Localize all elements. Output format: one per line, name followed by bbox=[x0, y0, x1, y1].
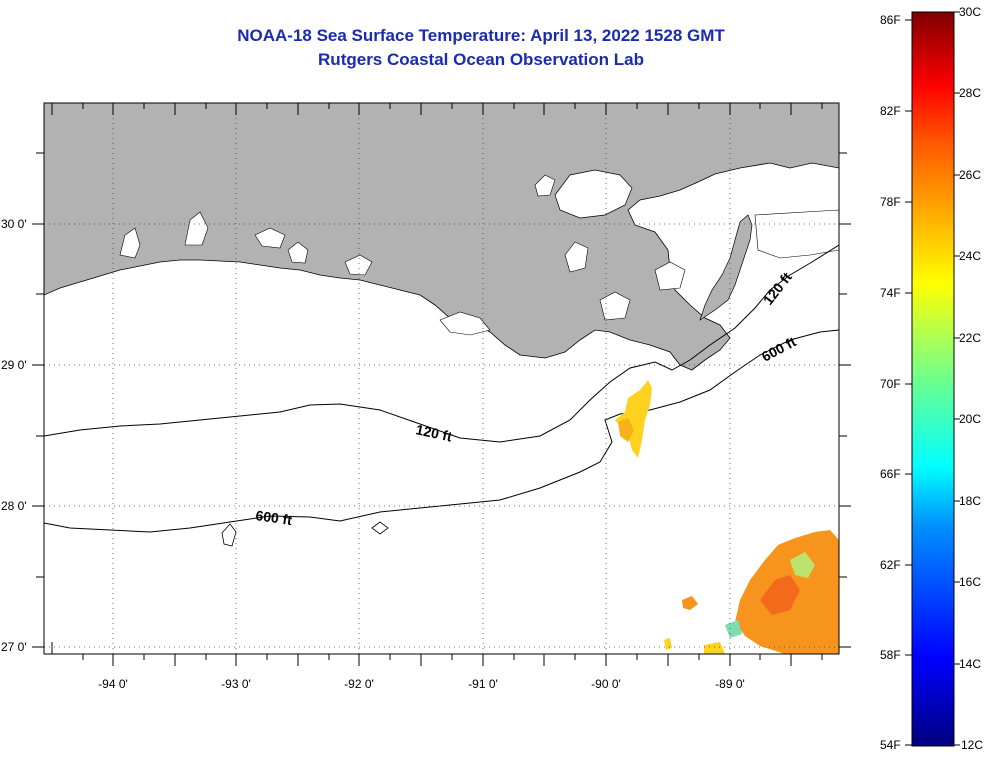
colorbar-c-label: 16C bbox=[959, 575, 981, 589]
lon-label: -94 0' bbox=[98, 677, 128, 691]
colorbar-c-label: 20C bbox=[959, 412, 981, 426]
lake-grand bbox=[287, 241, 309, 264]
colorbar-f-label: 58F bbox=[880, 648, 901, 662]
colorbar-c-label: 14C bbox=[959, 657, 981, 671]
colorbar-c-label: 26C bbox=[959, 168, 981, 182]
bay-terrebonne bbox=[439, 311, 491, 336]
lake-east bbox=[344, 254, 373, 276]
lake-small bbox=[534, 174, 556, 197]
lon-ticks bbox=[51, 103, 823, 666]
lon-label: -91 0' bbox=[468, 677, 498, 691]
colorbar-c-label: 24C bbox=[959, 249, 981, 263]
contour-label-600ft-west: 600 ft bbox=[255, 507, 294, 528]
map-subtitle: Rutgers Coastal Ocean Observation Lab bbox=[318, 50, 644, 69]
colorbar bbox=[911, 11, 955, 747]
colorbar-ticks bbox=[905, 11, 960, 746]
sst-patch-yellow bbox=[615, 380, 652, 458]
colorbar-c-label: 28C bbox=[959, 86, 981, 100]
sst-patch-yellow-2 bbox=[704, 642, 725, 654]
colorbar-f-label: 74F bbox=[880, 286, 901, 300]
colorbar-c-label: 18C bbox=[959, 494, 981, 508]
bay-barataria bbox=[599, 291, 631, 321]
contour-loop bbox=[221, 523, 237, 547]
contour-loop-small bbox=[371, 521, 389, 535]
lat-label: 30 0' bbox=[1, 217, 27, 231]
sst-patch-small bbox=[682, 596, 698, 610]
colorbar-f-label: 82F bbox=[880, 104, 901, 118]
lake-calcasieu bbox=[119, 227, 141, 259]
sst-patch-cool-2 bbox=[725, 620, 742, 638]
lat-label: 27 0' bbox=[1, 640, 27, 654]
bay-breton bbox=[654, 261, 686, 291]
colorbar-f-label: 62F bbox=[880, 558, 901, 572]
lon-label: -93 0' bbox=[221, 677, 251, 691]
colorbar-f-label: 70F bbox=[880, 377, 901, 391]
chandeleur-sound bbox=[754, 209, 839, 259]
contour-600ft bbox=[44, 329, 839, 533]
colorbar-c-label: 30C bbox=[959, 5, 981, 19]
sst-patch-warm-red bbox=[760, 575, 800, 615]
lat-label: 28 0' bbox=[1, 499, 27, 513]
colorbar-f-label: 86F bbox=[880, 13, 901, 27]
lat-ticks bbox=[32, 152, 851, 648]
lat-label: 29 0' bbox=[1, 358, 27, 372]
colorbar-c-label: 22C bbox=[959, 331, 981, 345]
map-frame bbox=[43, 102, 840, 655]
colorbar-f-label: 66F bbox=[880, 467, 901, 481]
lon-label: -92 0' bbox=[344, 677, 374, 691]
contour-120ft-west bbox=[44, 244, 839, 443]
colorbar-f-label: 78F bbox=[880, 195, 901, 209]
lake-salvador bbox=[564, 241, 589, 273]
colorbar-f-label: 54F bbox=[880, 738, 901, 752]
sst-patch-cool bbox=[790, 552, 815, 578]
lake-white bbox=[254, 227, 286, 249]
sst-patch-orange-small bbox=[618, 418, 634, 442]
contour-label-120ft-west: 120 ft bbox=[414, 421, 453, 444]
lon-label: -89 0' bbox=[715, 677, 745, 691]
grid-lines bbox=[44, 103, 839, 654]
delta-lobe bbox=[699, 214, 753, 321]
colorbar-c-label: 12C bbox=[961, 738, 983, 752]
map-title: NOAA-18 Sea Surface Temperature: April 1… bbox=[237, 26, 725, 45]
lon-label: -90 0' bbox=[591, 677, 621, 691]
lake-pontchartrain bbox=[554, 169, 633, 219]
land-mass bbox=[44, 103, 839, 371]
